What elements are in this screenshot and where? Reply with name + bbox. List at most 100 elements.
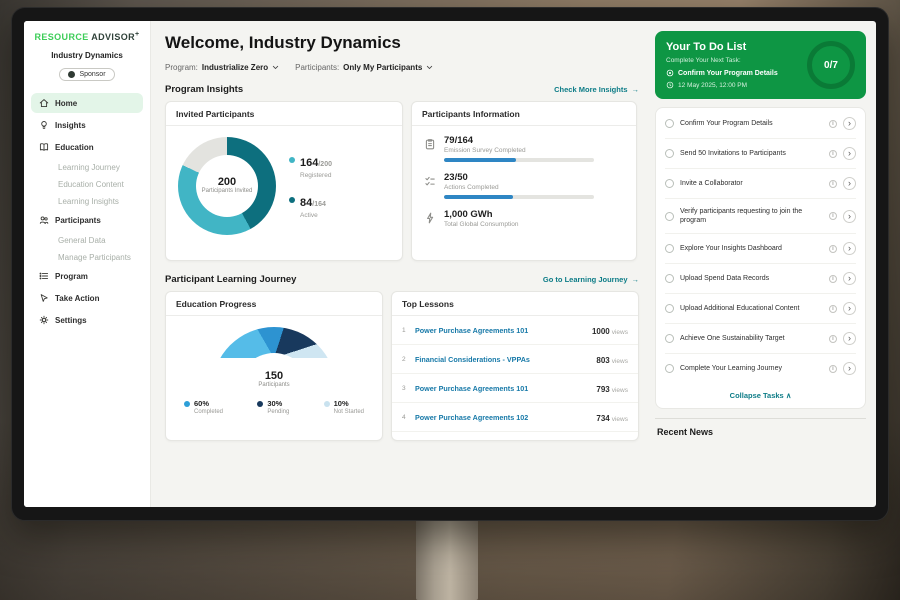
clipboard-icon [424, 137, 436, 150]
section-title-program-insights: Program Insights [165, 84, 244, 95]
arrow-right-icon: → [631, 275, 640, 284]
todo-task-list: Confirm Your Program Details i › Send 50… [655, 107, 866, 410]
completed-dot-icon [184, 401, 190, 407]
task-chevron-button[interactable]: › [843, 272, 856, 286]
task-checkbox[interactable] [665, 149, 674, 158]
not-started-dot-icon [323, 401, 330, 407]
sidebar-item-settings[interactable]: Settings [31, 310, 143, 330]
lesson-link[interactable]: Power Purchase Agreements 101 [415, 383, 529, 393]
filters-row: Program: Industrialize Zero Participants… [165, 63, 639, 72]
emission-survey-progress-bar [444, 158, 594, 162]
task-chevron-button[interactable]: › [843, 302, 856, 316]
task-chevron-button[interactable]: › [843, 332, 856, 346]
lesson-link[interactable]: Power Purchase Agreements 101 [415, 325, 529, 335]
chevron-down-icon [272, 65, 279, 70]
registered-legend: 164/200 Registered [289, 153, 332, 179]
task-row-achieve-sustainability-target[interactable]: Achieve One Sustainability Target i › [665, 324, 856, 355]
task-row-upload-spend-data[interactable]: Upload Spend Data Records i › [665, 264, 856, 295]
sidebar-item-participants[interactable]: Participants [31, 210, 143, 230]
consumption-row: 1,000 GWh Total Global Consumption [424, 209, 624, 232]
completed-legend: 60% Completed [184, 399, 223, 415]
program-filter-label: Program: [165, 63, 198, 72]
task-checkbox[interactable] [665, 211, 674, 221]
org-name: Industry Dynamics [51, 51, 123, 60]
arrow-right-icon: → [631, 85, 640, 94]
sidebar-item-learning-journey[interactable]: Learning Journey [58, 163, 120, 172]
emission-survey-row: 79/164 Emission Survey Completed [424, 135, 624, 162]
info-icon: i [829, 364, 837, 373]
task-row-explore-insights[interactable]: Explore Your Insights Dashboard i › [665, 234, 856, 265]
invited-participants-card: Invited Participants 200 Participants In… [165, 101, 403, 261]
go-to-learning-journey-link[interactable]: Go to Learning Journey → [542, 275, 640, 284]
home-icon [39, 98, 49, 108]
sponsor-icon [68, 71, 76, 78]
book-icon [39, 142, 49, 152]
recent-news-section: Recent News [655, 418, 866, 437]
participants-filter-select[interactable]: Only My Participants [343, 63, 433, 72]
main-content: Welcome, Industry Dynamics Program: Indu… [151, 21, 647, 507]
todo-hero-card: Your To Do List Complete Your Next Task:… [655, 31, 866, 99]
sidebar-item-learning-insights[interactable]: Learning Insights [58, 197, 119, 206]
task-chevron-button[interactable]: › [843, 117, 856, 130]
lesson-row: 5 Power Purchase Agreements 103 600views [392, 432, 638, 440]
sidebar-item-general-data[interactable]: General Data [58, 236, 106, 245]
task-checkbox[interactable] [665, 274, 674, 284]
sidebar-item-manage-participants[interactable]: Manage Participants [58, 253, 131, 262]
clock-icon [666, 81, 674, 89]
education-progress-card: Education Progress 150 Participants [165, 291, 383, 441]
task-checkbox[interactable] [665, 334, 674, 344]
task-chevron-button[interactable]: › [843, 242, 856, 256]
energy-icon [424, 211, 436, 224]
checklist-icon [424, 174, 436, 186]
task-chevron-button[interactable]: › [843, 147, 856, 160]
task-row-invite-collaborator[interactable]: Invite a Collaborator i › [665, 169, 856, 199]
people-icon [39, 215, 49, 225]
task-chevron-button[interactable]: › [843, 209, 856, 223]
page-title: Welcome, Industry Dynamics [165, 33, 401, 52]
task-checkbox[interactable] [665, 304, 674, 314]
registered-dot-icon [289, 157, 295, 163]
task-checkbox[interactable] [665, 179, 674, 188]
chevron-up-icon: ∧ [785, 391, 792, 401]
lesson-link[interactable]: Financial Considerations - VPPAs [415, 354, 530, 364]
lesson-link[interactable]: Power Purchase Agreements 102 [415, 412, 529, 422]
sidebar-item-insights[interactable]: Insights [31, 115, 143, 135]
lesson-row: 1 Power Purchase Agreements 101 1000 view… [392, 316, 638, 345]
check-more-insights-link[interactable]: Check More Insights → [554, 85, 639, 94]
task-row-upload-educational-content[interactable]: Upload Additional Educational Content i … [665, 294, 856, 325]
task-row-verify-participants[interactable]: Verify participants requesting to join t… [665, 199, 856, 235]
collapse-tasks-link[interactable]: Collapse Tasks ∧ [729, 391, 792, 401]
sidebar-item-home[interactable]: Home [31, 93, 143, 113]
program-filter-select[interactable]: Industrialize Zero [202, 63, 279, 72]
sidebar-item-education-content[interactable]: Education Content [58, 180, 124, 189]
info-icon: i [829, 179, 837, 188]
list-icon [39, 271, 49, 281]
sidebar-item-education[interactable]: Education [31, 137, 143, 157]
todo-panel: Your To Do List Complete Your Next Task:… [647, 21, 876, 507]
sponsor-badge[interactable]: Sponsor [59, 68, 115, 81]
task-chevron-button[interactable]: › [843, 177, 856, 190]
sidebar-item-program[interactable]: Program [31, 266, 143, 286]
actions-completed-row: 23/50 Actions Completed [424, 172, 624, 199]
task-row-send-invitations[interactable]: Send 50 Invitations to Participants i › [665, 139, 856, 169]
task-checkbox[interactable] [665, 244, 674, 254]
invited-participants-donut-chart: 200 Participants Invited [178, 137, 276, 235]
todo-progress-ring: 0/7 [807, 41, 855, 89]
active-legend: 84/164 Active [289, 193, 332, 219]
participants-filter-label: Participants: [295, 63, 340, 72]
active-dot-icon [289, 197, 295, 203]
task-row-confirm-program-details[interactable]: Confirm Your Program Details i › [665, 109, 856, 139]
task-checkbox[interactable] [665, 364, 674, 374]
sidebar-item-take-action[interactable]: Take Action [31, 288, 143, 308]
monitor-bezel: RESOURCE ADVISOR+ Industry Dynamics Spon… [11, 7, 889, 521]
cursor-icon [39, 293, 49, 303]
lightbulb-icon [39, 120, 49, 130]
app-window: RESOURCE ADVISOR+ Industry Dynamics Spon… [24, 21, 876, 507]
task-chevron-button[interactable]: › [843, 362, 856, 376]
info-icon: i [829, 334, 837, 343]
info-icon: i [829, 212, 837, 221]
monitor-stand [416, 518, 478, 600]
task-row-complete-learning-journey[interactable]: Complete Your Learning Journey i › [665, 354, 856, 383]
task-checkbox[interactable] [665, 119, 674, 128]
